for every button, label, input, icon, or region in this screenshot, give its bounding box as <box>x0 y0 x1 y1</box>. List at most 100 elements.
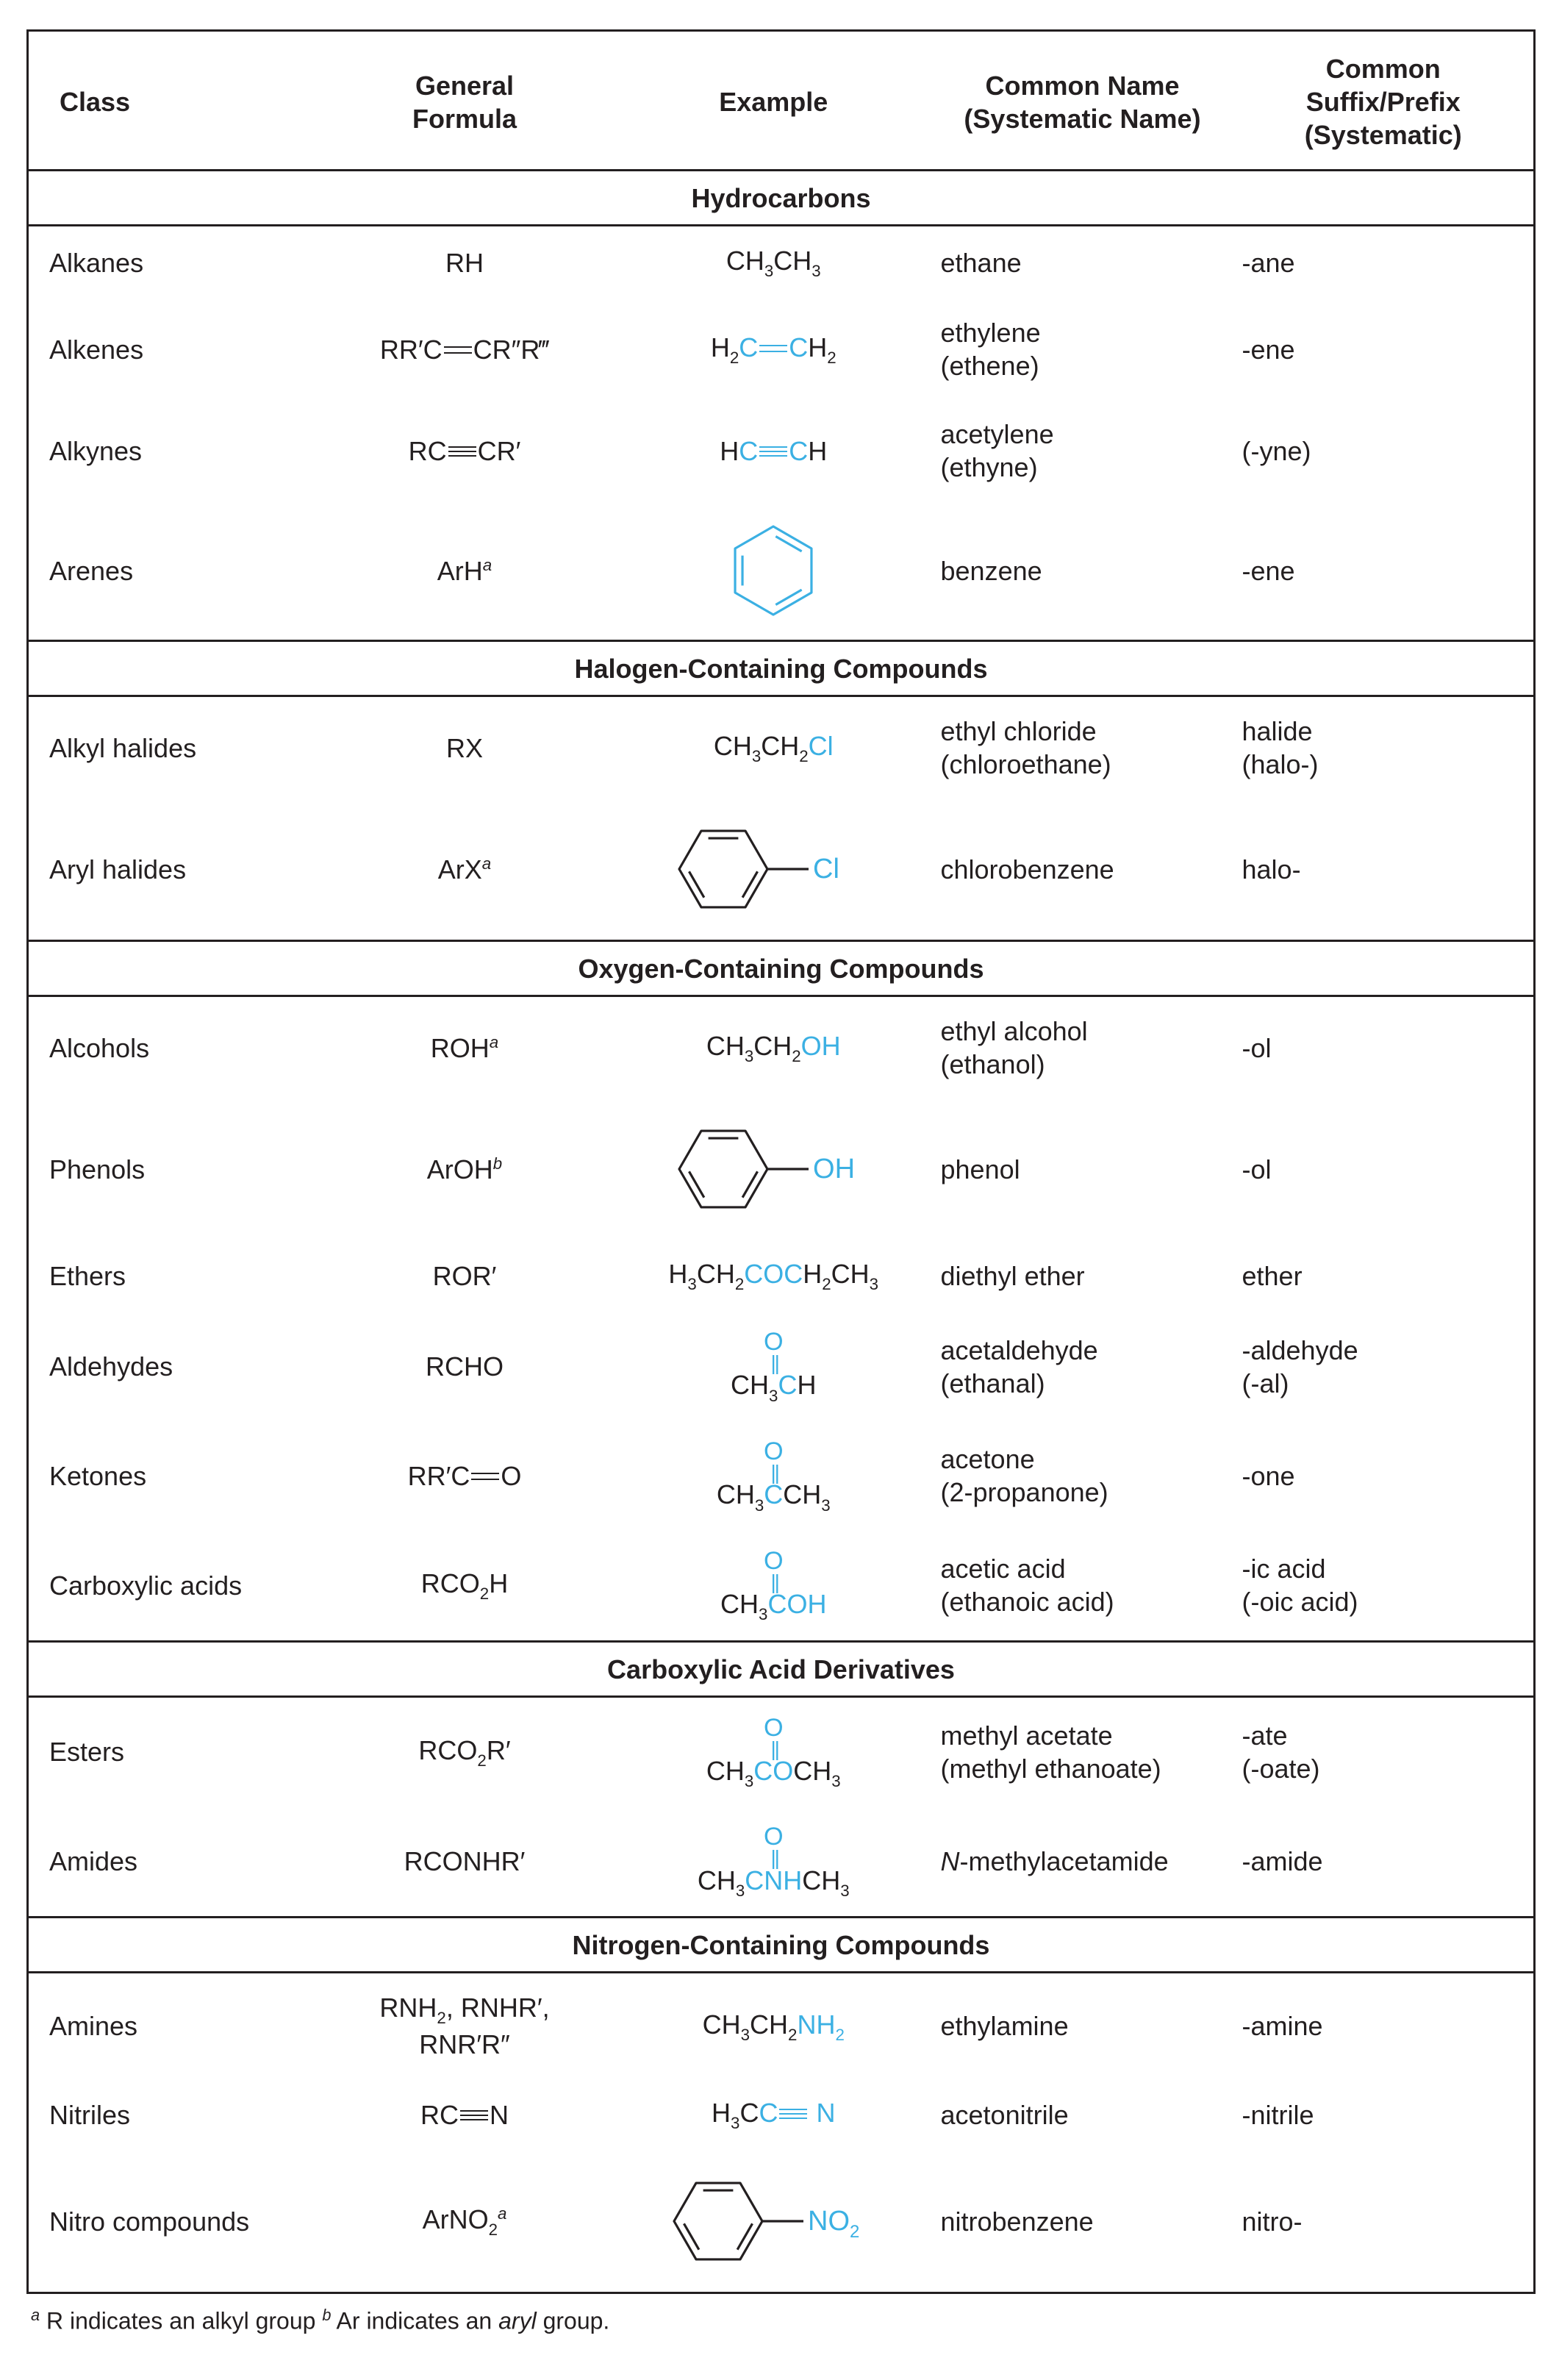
class-cell: Alkenes <box>28 299 315 400</box>
suffix-cell: (-yne) <box>1233 400 1535 501</box>
example-cell: OH <box>615 1098 932 1240</box>
footnote: a R indicates an alkyl group b Ar indica… <box>26 2294 1536 2335</box>
section-header: Hydrocarbons <box>28 171 1535 226</box>
suffix-cell: halide(halo-) <box>1233 696 1535 799</box>
class-cell: Alkanes <box>28 226 315 299</box>
table-row: Aryl halidesArXa Cl chlorobenzenehalo- <box>28 798 1535 941</box>
formula-cell: ArHa <box>314 501 615 641</box>
col-formula: GeneralFormula <box>314 31 615 171</box>
name-cell: acetone(2-propanone) <box>932 1421 1233 1531</box>
example-cell: O | | CH3CCH3 <box>615 1421 932 1531</box>
section-header: Oxygen-Containing Compounds <box>28 941 1535 996</box>
name-cell: N-methylacetamide <box>932 1807 1233 1917</box>
suffix-cell: halo- <box>1233 798 1535 941</box>
suffix-cell: -nitrile <box>1233 2079 1535 2151</box>
suffix-cell: -amine <box>1233 1973 1535 2079</box>
suffix-cell: ether <box>1233 1240 1535 1312</box>
name-cell: methyl acetate(methyl ethanoate) <box>932 1696 1233 1807</box>
example-cell: O | | CH3CNHCH3 <box>615 1807 932 1917</box>
suffix-cell: -one <box>1233 1421 1535 1531</box>
functional-groups-table-page: Class GeneralFormula Example Common Name… <box>0 0 1562 2357</box>
formula-cell: ROHa <box>314 996 615 1099</box>
name-cell: chlorobenzene <box>932 798 1233 941</box>
section-header: Nitrogen-Containing Compounds <box>28 1918 1535 1973</box>
example-cell: CH3CH2Cl <box>615 696 932 799</box>
example-cell: H3CH2COCH2CH3 <box>615 1240 932 1312</box>
name-cell: ethyl chloride(chloroethane) <box>932 696 1233 799</box>
formula-cell: RNH2, RNHR′,RNR′R″ <box>314 1973 615 2079</box>
suffix-cell: -ane <box>1233 226 1535 299</box>
table-row: AldehydesRCHO O | | CH3CH acetaldehyde(e… <box>28 1312 1535 1421</box>
example-cell: H3CC N <box>615 2079 932 2151</box>
example-cell <box>615 501 932 641</box>
table-row: AlkanesRHCH3CH3ethane-ane <box>28 226 1535 299</box>
svg-text:OH: OH <box>813 1154 855 1184</box>
formula-cell: ArNO2a <box>314 2151 615 2293</box>
table-row: PhenolsArOHb OH phenol-ol <box>28 1098 1535 1240</box>
suffix-cell: nitro- <box>1233 2151 1535 2293</box>
class-cell: Aldehydes <box>28 1312 315 1421</box>
table-row: AminesRNH2, RNHR′,RNR′R″CH3CH2NH2ethylam… <box>28 1973 1535 2079</box>
table-row: EthersROR′H3CH2COCH2CH3diethyl etherethe… <box>28 1240 1535 1312</box>
col-example: Example <box>615 31 932 171</box>
example-cell: HCCH <box>615 400 932 501</box>
example-cell: CH3CH3 <box>615 226 932 299</box>
table-row: AlkynesRCCR′HCCHacetylene(ethyne)(-yne) <box>28 400 1535 501</box>
name-cell: nitrobenzene <box>932 2151 1233 2293</box>
suffix-cell: -ic acid(-oic acid) <box>1233 1531 1535 1641</box>
name-cell: acetic acid(ethanoic acid) <box>932 1531 1233 1641</box>
class-cell: Alkynes <box>28 400 315 501</box>
example-cell: O | | CH3CH <box>615 1312 932 1421</box>
formula-cell: RCO2R′ <box>314 1696 615 1807</box>
suffix-cell: -ol <box>1233 1098 1535 1240</box>
suffix-cell: -ol <box>1233 996 1535 1099</box>
formula-cell: ROR′ <box>314 1240 615 1312</box>
table-body: HydrocarbonsAlkanesRHCH3CH3ethane-aneAlk… <box>28 171 1535 2293</box>
name-cell: phenol <box>932 1098 1233 1240</box>
section-header: Carboxylic Acid Derivatives <box>28 1641 1535 1696</box>
formula-cell: RCO2H <box>314 1531 615 1641</box>
class-cell: Arenes <box>28 501 315 641</box>
col-name: Common Name(Systematic Name) <box>932 31 1233 171</box>
class-cell: Amides <box>28 1807 315 1917</box>
class-cell: Amines <box>28 1973 315 2079</box>
formula-cell: RCCR′ <box>314 400 615 501</box>
formula-cell: RR′CO <box>314 1421 615 1531</box>
class-cell: Aryl halides <box>28 798 315 941</box>
name-cell: ethane <box>932 226 1233 299</box>
example-cell: O | | CH3COH <box>615 1531 932 1641</box>
class-cell: Alcohols <box>28 996 315 1099</box>
example-cell: Cl <box>615 798 932 941</box>
name-cell: ethylamine <box>932 1973 1233 2079</box>
class-cell: Ethers <box>28 1240 315 1312</box>
name-cell: benzene <box>932 501 1233 641</box>
col-suffix: CommonSuffix/Prefix(Systematic) <box>1233 31 1535 171</box>
example-cell: CH3CH2NH2 <box>615 1973 932 2079</box>
suffix-cell: -ene <box>1233 501 1535 641</box>
example-cell: O | | CH3COCH3 <box>615 1696 932 1807</box>
table-row: AlkenesRR′CCR″R‴H2CCH2ethylene(ethene)-e… <box>28 299 1535 400</box>
formula-cell: RCONHR′ <box>314 1807 615 1917</box>
suffix-cell: -ate(-oate) <box>1233 1696 1535 1807</box>
class-cell: Phenols <box>28 1098 315 1240</box>
table-header: Class GeneralFormula Example Common Name… <box>28 31 1535 171</box>
formula-cell: RR′CCR″R‴ <box>314 299 615 400</box>
name-cell: ethyl alcohol(ethanol) <box>932 996 1233 1099</box>
table-row: NitrilesRCNH3CC Nacetonitrile-nitrile <box>28 2079 1535 2151</box>
table-row: AmidesRCONHR′ O | | CH3CNHCH3 N-methylac… <box>28 1807 1535 1917</box>
svg-text:NO2: NO2 <box>808 2206 859 2242</box>
name-cell: acetonitrile <box>932 2079 1233 2151</box>
example-cell: H2CCH2 <box>615 299 932 400</box>
formula-cell: ArXa <box>314 798 615 941</box>
class-cell: Carboxylic acids <box>28 1531 315 1641</box>
table-row: ArenesArHa benzene-ene <box>28 501 1535 641</box>
suffix-cell: -ene <box>1233 299 1535 400</box>
suffix-cell: -amide <box>1233 1807 1535 1917</box>
table-row: KetonesRR′CO O | | CH3CCH3 acetone(2-pro… <box>28 1421 1535 1531</box>
table-row: AlcoholsROHaCH3CH2OHethyl alcohol(ethano… <box>28 996 1535 1099</box>
formula-cell: RX <box>314 696 615 799</box>
name-cell: acetaldehyde(ethanal) <box>932 1312 1233 1421</box>
name-cell: diethyl ether <box>932 1240 1233 1312</box>
table-row: EstersRCO2R′ O | | CH3COCH3 methyl aceta… <box>28 1696 1535 1807</box>
example-cell: NO2 <box>615 2151 932 2293</box>
